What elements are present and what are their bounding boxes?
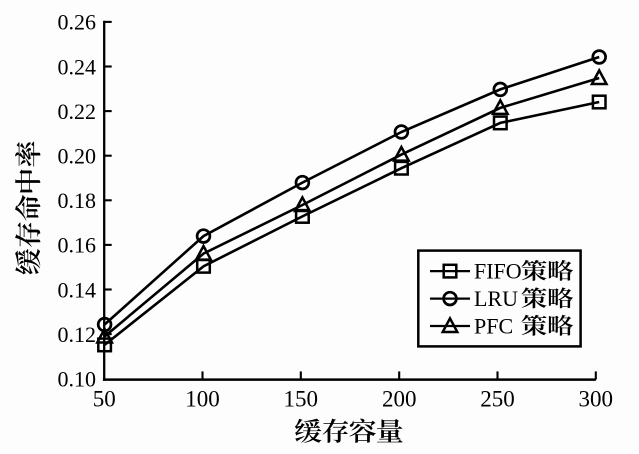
svg-text:FIFO: FIFO <box>474 258 522 283</box>
svg-text:0.16: 0.16 <box>58 233 97 258</box>
svg-text:50: 50 <box>93 387 116 412</box>
svg-text:150: 150 <box>284 387 319 412</box>
svg-text:0.12: 0.12 <box>58 322 97 347</box>
svg-text:250: 250 <box>480 387 515 412</box>
svg-text:0.26: 0.26 <box>58 10 97 35</box>
svg-text:0.22: 0.22 <box>58 99 97 124</box>
svg-text:0.10: 0.10 <box>58 367 97 392</box>
svg-text:0.18: 0.18 <box>58 188 97 213</box>
svg-text:200: 200 <box>382 387 417 412</box>
svg-text:0.24: 0.24 <box>58 54 97 79</box>
svg-text:PFC: PFC <box>474 313 513 338</box>
svg-text:0.20: 0.20 <box>58 144 97 169</box>
svg-text:100: 100 <box>185 387 220 412</box>
svg-text:0.14: 0.14 <box>58 277 97 302</box>
svg-text:LRU: LRU <box>474 286 518 311</box>
svg-text:300: 300 <box>579 387 614 412</box>
